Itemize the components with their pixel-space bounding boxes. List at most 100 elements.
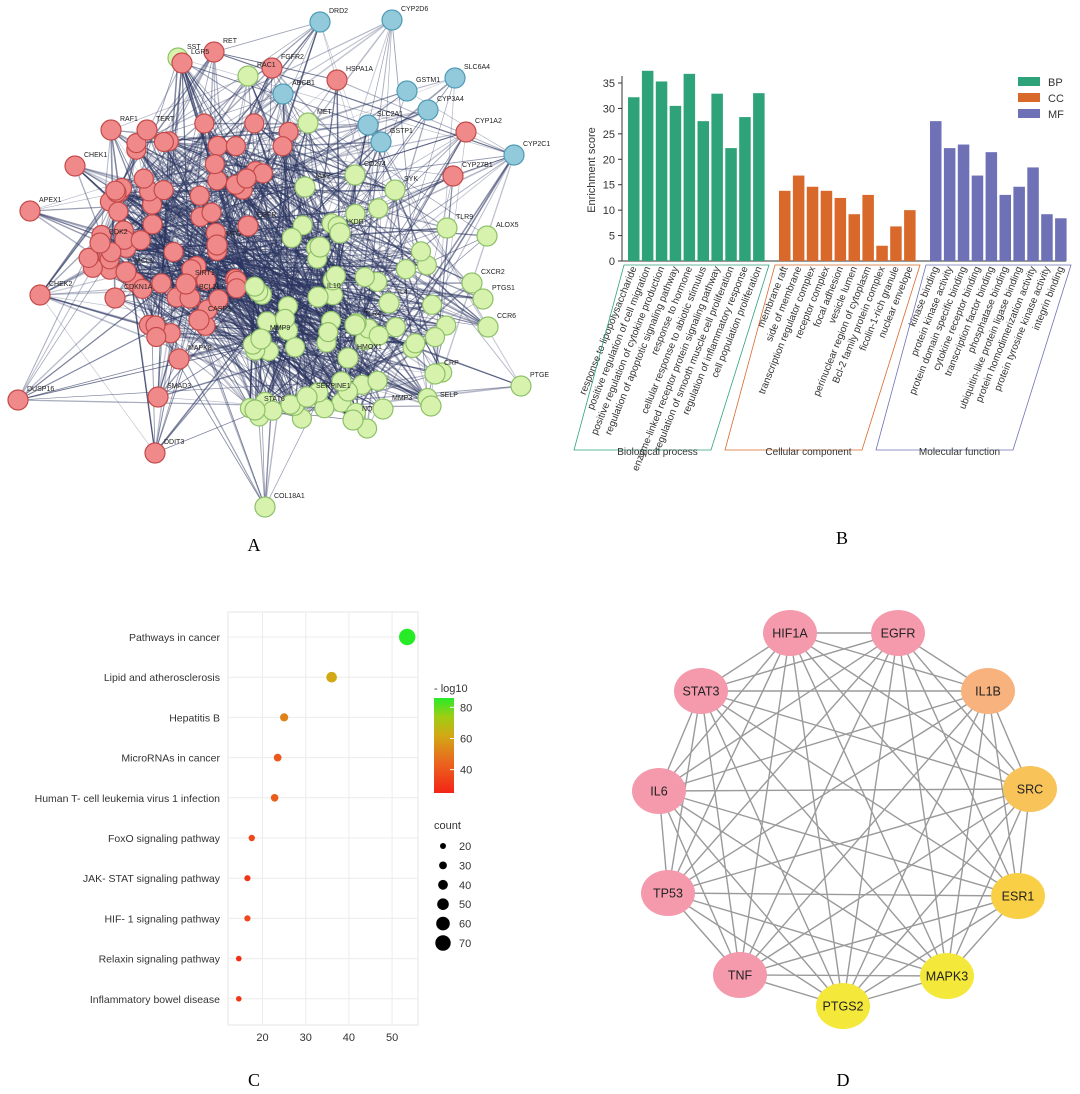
network-a-edge <box>382 327 397 410</box>
network-a-edge <box>17 259 110 401</box>
network-a-node-label: COL18A1 <box>274 493 305 500</box>
b-bar <box>753 93 765 262</box>
network-d-edge <box>897 632 1019 897</box>
network-a-node-label: MTOR <box>226 231 246 238</box>
network-a-node-label: ABCB1 <box>292 80 315 87</box>
network-d-node-shape <box>674 668 728 714</box>
network-a-node <box>132 278 153 299</box>
network-a-edge <box>378 175 454 209</box>
network-d-node-label: TNF <box>728 969 753 983</box>
network-d-node-shape <box>763 610 817 656</box>
network-a-node <box>307 286 329 308</box>
network-a-edge <box>88 257 291 405</box>
network-a-edge <box>271 67 484 300</box>
network-a-edge <box>181 62 349 359</box>
network-a-node <box>294 176 316 198</box>
network-a-node-label: LGR5 <box>191 49 209 56</box>
network-a-edge <box>140 239 363 386</box>
network-a-node-label: CXCR2 <box>481 269 505 276</box>
b-bar <box>711 93 723 262</box>
c-labels: Pathways in cancer Lipid and atherosclero… <box>35 632 221 1006</box>
network-a-node <box>144 442 166 464</box>
network-a-node <box>285 337 306 358</box>
b-bar <box>655 81 668 261</box>
network-a-node <box>396 80 418 102</box>
network-d-node: TP53 <box>641 870 695 916</box>
network-a-node <box>188 309 210 331</box>
network-a-node <box>309 236 331 258</box>
network-a-node <box>153 131 174 153</box>
panel-d-hub-network: HIF1A EGFR IL1B SRC ESR1 MAPK3 PTGS2 TNF TP53 IL6… <box>632 610 1057 1029</box>
c-x-tick-label: 50 <box>386 1032 398 1044</box>
network-d-node-label: PTGS2 <box>823 1000 864 1014</box>
network-a-edge <box>136 149 448 229</box>
b-y-tick-label: 15 <box>603 180 615 192</box>
network-a-edge <box>141 123 206 290</box>
network-a-node <box>331 371 352 392</box>
network-a-node <box>381 9 403 31</box>
network-d-edge <box>842 690 989 1007</box>
network-a-node-label: MET <box>317 109 333 116</box>
network-d-edge <box>739 788 1031 976</box>
c-category-label: HIF- 1 signaling pathway <box>104 913 220 925</box>
network-a-node <box>105 180 126 201</box>
network-a-node-label: ALOX5 <box>496 222 519 229</box>
network-a-node <box>345 203 366 224</box>
network-a-edge <box>136 21 321 150</box>
network-a-node <box>226 278 247 299</box>
network-a-node <box>384 179 406 201</box>
network-d-edge <box>667 892 844 1007</box>
network-a-edge <box>154 297 178 454</box>
network-a-node <box>100 119 122 141</box>
c-point <box>270 794 279 802</box>
network-a-edge <box>118 192 427 266</box>
network-a-node-label: GSTP1 <box>390 128 413 135</box>
network-a-edge <box>354 213 443 373</box>
network-a-node <box>133 168 154 189</box>
network-d-edge <box>658 690 989 792</box>
network-a-node <box>244 399 266 421</box>
b-bar <box>725 148 737 261</box>
network-a-edge <box>88 51 215 259</box>
network-d-node: MAPK3 <box>920 953 974 999</box>
c-size-legend-dot <box>439 861 447 870</box>
network-a-node <box>510 375 532 397</box>
c-point <box>280 713 289 722</box>
c-point <box>326 671 337 683</box>
c-size-legend-label: 20 <box>459 841 471 853</box>
network-a-node-label: MMP3 <box>392 395 412 402</box>
network-a-edge <box>126 247 256 411</box>
network-d-edge <box>842 895 1019 1007</box>
network-d-edge <box>946 788 1031 977</box>
network-d-node-label: ESR1 <box>1002 890 1035 904</box>
network-a-node <box>244 113 265 134</box>
b-bar <box>628 97 640 262</box>
network-a-edge <box>121 19 393 189</box>
b-bar <box>820 190 833 261</box>
network-a-edge <box>452 154 515 177</box>
network-d-node-label: TP53 <box>653 887 683 901</box>
network-d-node: PTGS2 <box>816 983 870 1029</box>
b-bar <box>792 175 805 261</box>
network-a-node <box>354 267 375 288</box>
network-a-edge <box>123 230 325 409</box>
network-a-node-label: BCL2L1 <box>199 284 224 291</box>
network-a-edge <box>29 203 153 212</box>
network-a-node <box>337 347 359 369</box>
c-points <box>235 628 416 1002</box>
c-point <box>235 955 242 962</box>
network-d-edge <box>667 690 989 894</box>
b-y-tick-label: 30 <box>603 103 615 115</box>
b-group-bracket <box>573 264 770 451</box>
b-y-tick-label: 25 <box>603 129 615 141</box>
network-a-node-label: SST <box>187 44 201 51</box>
network-a-node <box>325 265 346 286</box>
network-a-edge <box>39 294 156 454</box>
network-a-edge <box>282 145 356 176</box>
network-a-node <box>405 333 426 354</box>
network-d-node-shape <box>632 768 686 814</box>
network-a-edge <box>254 122 396 191</box>
b-bar <box>930 121 942 262</box>
network-a-node-label: PTGS1 <box>492 285 515 292</box>
network-a-node <box>64 155 86 177</box>
